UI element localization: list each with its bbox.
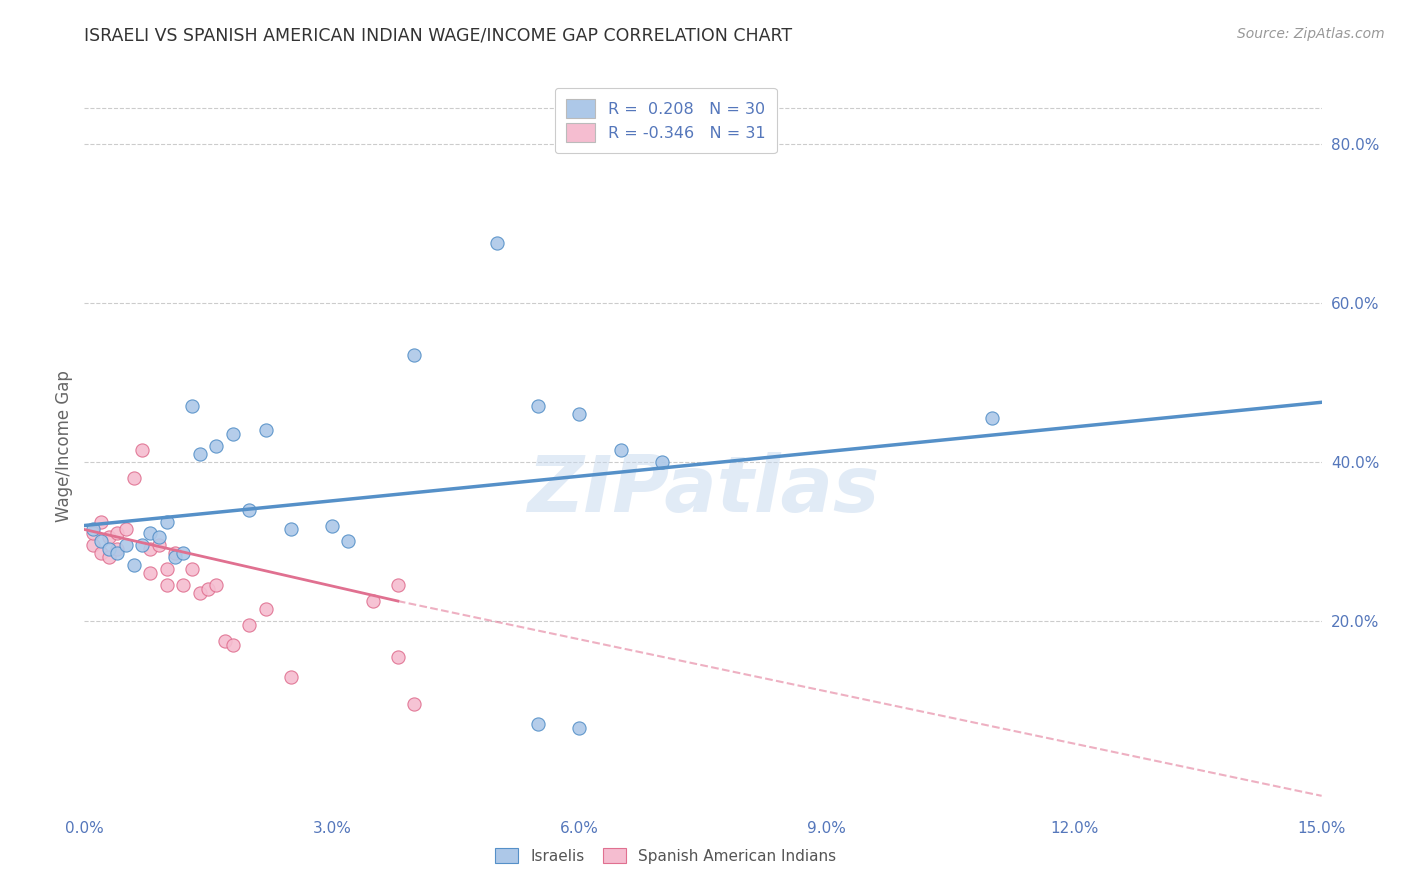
Point: [139, 542, 162, 557]
Point: [148, 538, 170, 552]
Point: [90, 534, 112, 549]
Point: [180, 562, 202, 576]
Point: [98, 550, 121, 565]
Point: [980, 411, 1002, 425]
Point: [165, 550, 187, 565]
Point: [105, 526, 128, 541]
Point: [321, 518, 343, 533]
Point: [98, 530, 121, 544]
Point: [527, 399, 550, 413]
Point: [222, 638, 245, 652]
Point: [90, 546, 112, 560]
Point: [156, 515, 179, 529]
Point: [404, 698, 426, 712]
Point: [337, 534, 360, 549]
Point: [485, 236, 508, 251]
Point: [82, 538, 104, 552]
Point: [172, 546, 194, 560]
Point: [156, 578, 179, 592]
Text: ZIPatlas: ZIPatlas: [527, 452, 879, 528]
Point: [568, 721, 591, 735]
Point: [205, 578, 228, 592]
Point: [172, 578, 194, 592]
Point: [254, 602, 277, 616]
Point: [114, 538, 136, 552]
Point: [609, 442, 631, 457]
Point: [82, 526, 104, 541]
Point: [105, 542, 128, 557]
Point: [139, 566, 162, 581]
Point: [122, 471, 145, 485]
Point: [280, 523, 302, 537]
Point: [180, 399, 202, 413]
Point: [214, 633, 236, 648]
Point: [165, 546, 187, 560]
Text: Source: ZipAtlas.com: Source: ZipAtlas.com: [1237, 27, 1385, 41]
Point: [387, 649, 409, 664]
Point: [188, 586, 211, 600]
Point: [651, 455, 673, 469]
Point: [568, 407, 591, 421]
Point: [205, 439, 228, 453]
Point: [82, 523, 104, 537]
Point: [222, 427, 245, 442]
Point: [238, 618, 260, 632]
Point: [238, 502, 260, 516]
Point: [188, 447, 211, 461]
Point: [105, 546, 128, 560]
Point: [387, 578, 409, 592]
Point: [139, 526, 162, 541]
Point: [131, 442, 153, 457]
Point: [156, 562, 179, 576]
Point: [254, 423, 277, 437]
Point: [98, 542, 121, 557]
Point: [90, 515, 112, 529]
Point: [114, 523, 136, 537]
Point: [404, 348, 426, 362]
Legend: Israelis, Spanish American Indians: Israelis, Spanish American Indians: [489, 842, 842, 870]
Point: [361, 594, 384, 608]
Point: [197, 582, 219, 596]
Text: ISRAELI VS SPANISH AMERICAN INDIAN WAGE/INCOME GAP CORRELATION CHART: ISRAELI VS SPANISH AMERICAN INDIAN WAGE/…: [84, 27, 793, 45]
Y-axis label: Wage/Income Gap: Wage/Income Gap: [55, 370, 73, 522]
Point: [122, 558, 145, 573]
Point: [527, 717, 550, 731]
Point: [280, 669, 302, 683]
Point: [131, 538, 153, 552]
Point: [148, 530, 170, 544]
